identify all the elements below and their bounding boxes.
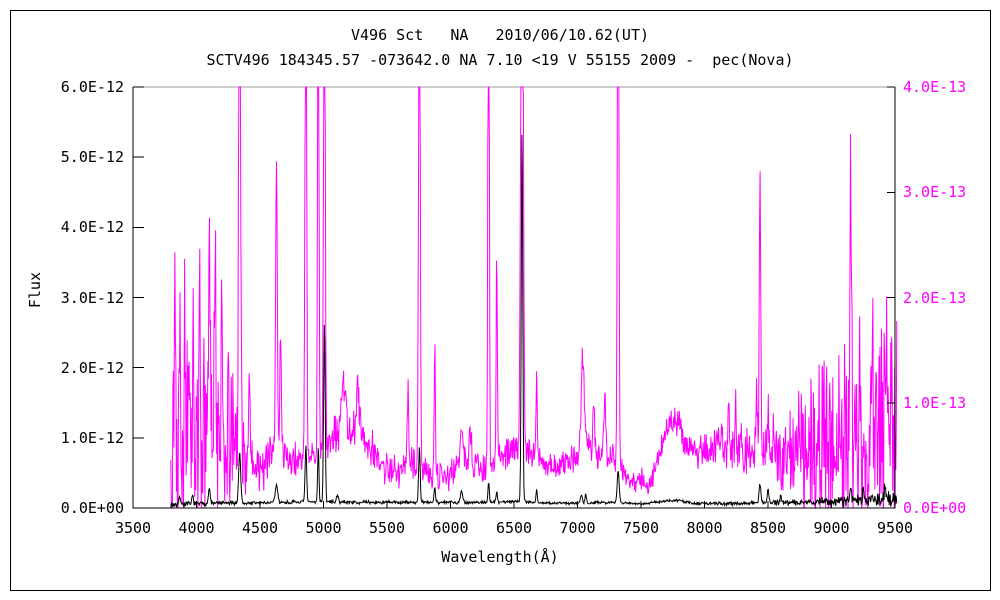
y-left-tick-label: 2.0E-12 (60, 358, 124, 377)
y-left-tick-label: 0.0E+00 (60, 499, 124, 517)
x-tick-label: 7500 (622, 519, 660, 537)
y-right-tick-label: 0.0E+00 (903, 499, 967, 517)
y-right-tick-label: 1.0E-13 (903, 393, 967, 412)
x-tick-label: 9000 (813, 519, 850, 537)
x-tick-label: 9500 (876, 519, 914, 537)
x-tick-label: 6000 (432, 519, 469, 537)
chart-subtitle: SCTV496 184345.57 -073642.0 NA 7.10 <19 … (206, 51, 794, 69)
spectrum-black-left-axis (170, 134, 898, 509)
chart-title: V496 Sct NA 2010/06/10.62(UT) (350, 26, 649, 44)
x-tick-label: 7000 (559, 519, 596, 537)
x-tick-label: 4500 (241, 519, 279, 537)
y-left-tick-label: 5.0E-12 (60, 148, 124, 167)
y-right-tick-label: 2.0E-13 (903, 288, 967, 307)
x-tick-label: 5500 (368, 519, 406, 537)
x-axis-label-wavelength: Wavelength(Å) (441, 548, 559, 566)
x-tick-label: 8500 (749, 519, 787, 537)
x-tick-label: 8000 (686, 519, 723, 537)
y-left-tick-label: 6.0E-12 (60, 78, 124, 96)
y-left-tick-label: 4.0E-12 (60, 218, 124, 237)
figure-border (10, 10, 991, 591)
x-tick-label: 3500 (114, 519, 152, 537)
x-tick-label: 6500 (495, 519, 533, 537)
x-tick-label: 5000 (305, 519, 342, 537)
x-tick-label: 4000 (178, 519, 215, 537)
y-left-tick-label: 1.0E-12 (60, 428, 124, 447)
spectrum-magenta-right-axis (170, 86, 898, 510)
y-right-tick-label: 4.0E-13 (903, 78, 967, 96)
y-right-tick-label: 3.0E-13 (903, 183, 967, 202)
y-left-tick-label: 3.0E-12 (60, 288, 124, 307)
axis-ticks (132, 86, 896, 509)
